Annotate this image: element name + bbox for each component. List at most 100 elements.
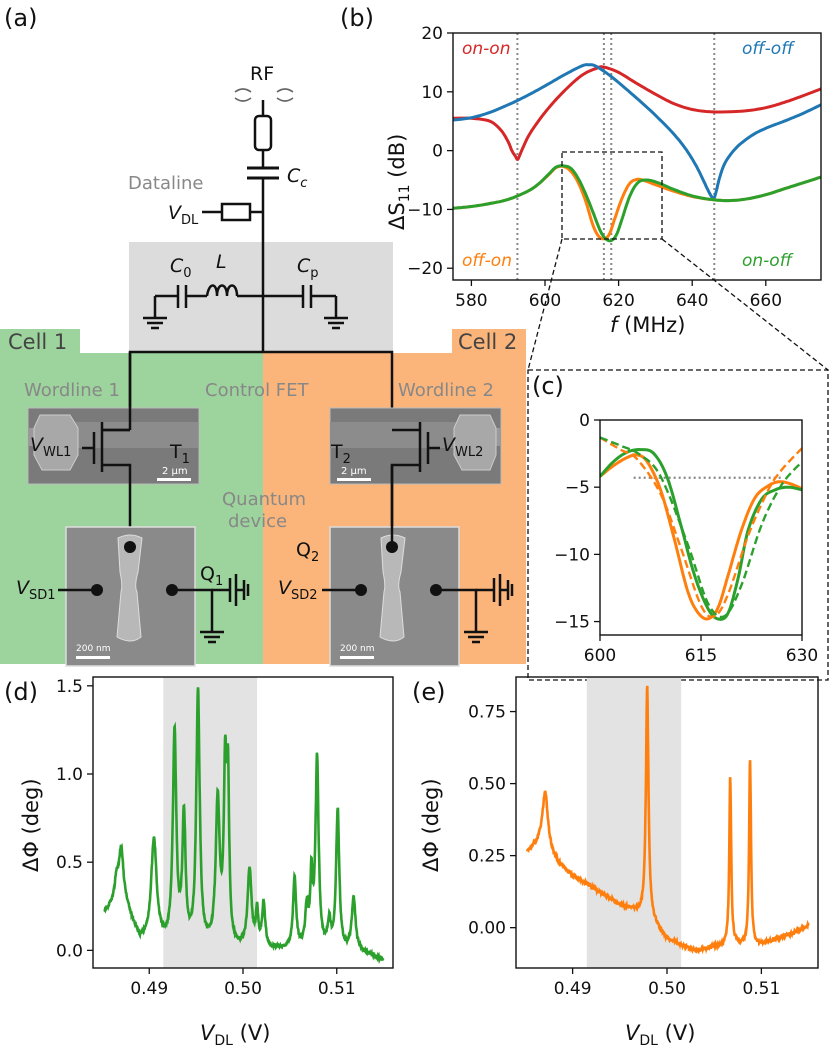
cell2-tab (452, 329, 526, 353)
vsd1-label: VSD1 (16, 577, 56, 603)
wordline2-label: Wordline 2 (398, 380, 494, 401)
dataline-label: Dataline (128, 173, 203, 194)
rf-arrows-icon (234, 88, 294, 102)
b-xtick-label: 660 (750, 291, 782, 311)
d-xtick-label: 0.50 (224, 979, 262, 999)
cp-label: Cp (297, 255, 319, 281)
c-xtick-label: 600 (584, 646, 616, 666)
panel-label-a: (a) (4, 4, 37, 32)
b-legend-off-on: off-on (462, 251, 512, 271)
c-series-on-off-fit (600, 436, 802, 619)
panel-b: (b) 580 600 620 640 660 20 10 0 −10 −20 on-on off… (340, 4, 822, 337)
wordline1-label: Wordline 1 (24, 380, 120, 401)
fet1-sem-image: 2 µm (27, 407, 200, 485)
b-zoom-box (561, 151, 663, 240)
e-ytick-label: 0.75 (468, 703, 506, 723)
d-series-cell1 (103, 687, 385, 965)
cell1-label: Cell 1 (8, 330, 67, 354)
c-ytick-label: 0 (579, 411, 590, 431)
e-shaded-region (586, 677, 682, 968)
qd2-scale-label: 200 nm (340, 644, 375, 654)
b-series-off-on (453, 164, 821, 241)
t2-label: T2 (330, 441, 351, 467)
dataline-resistor-icon (202, 202, 263, 222)
b-series-off-off (453, 63, 821, 200)
fet2-sem-image: 2 µm (329, 407, 502, 485)
fet1-symbol-icon (82, 352, 132, 545)
vdl-label: VDL (168, 202, 199, 228)
qd-wiring (58, 465, 514, 644)
fet1-scale-label: 2 µm (162, 466, 188, 477)
b-xlabel: f (MHz) (610, 313, 685, 337)
b-xtick-label: 620 (602, 291, 634, 311)
b-ytick-label: 10 (421, 83, 443, 103)
b-xtick-label: 640 (676, 291, 708, 311)
e-xtick-label: 0.49 (554, 979, 592, 999)
panel-label-e: (e) (412, 678, 446, 706)
b-legend-on-on: on-on (462, 39, 511, 59)
e-ytick-label: 0.00 (468, 919, 506, 939)
quantum-device-label: Quantum device (222, 489, 306, 532)
d-ytick-label: 1.5 (56, 677, 83, 697)
e-xtick-label: 0.50 (648, 979, 686, 999)
b-ylabel: ΔS11 (dB) (385, 134, 413, 230)
c-ytick-label: −15 (554, 613, 590, 633)
e-series-cell2 (526, 685, 810, 955)
qd-contacts (91, 541, 442, 596)
c0-label: C0 (170, 255, 192, 281)
b-legend-on-off: on-off (742, 251, 794, 271)
vwl2-label: VWL2 (442, 434, 483, 460)
t1-label: T1 (169, 441, 190, 467)
d-ytick-label: 0.0 (56, 941, 83, 961)
rf-label: RF (250, 63, 274, 85)
fet2-scale-label: 2 µm (341, 466, 367, 477)
circuit-panel: Cell 1 Cell 2 (a) RF Cc Dataline VDL (0, 4, 526, 667)
e-ylabel: ΔΦ (deg) (419, 778, 443, 872)
control-fet-label: Control FET (205, 380, 310, 401)
e-ytick-label: 0.25 (468, 847, 506, 867)
d-ylabel: ΔΦ (deg) (19, 778, 43, 872)
c-ytick-label: −5 (565, 478, 590, 498)
b-ytick-label: 0 (432, 142, 443, 162)
b-axes-frame (452, 32, 822, 281)
cc-label: Cc (287, 165, 307, 191)
q2-label: Q2 (296, 539, 319, 565)
cell2-label: Cell 2 (458, 330, 517, 354)
e-xlabel: VDL (V) (625, 1021, 695, 1049)
b-ytick-label: −10 (407, 200, 443, 220)
coupling-capacitor-icon (247, 166, 279, 180)
b-ytick-label: 20 (421, 24, 443, 44)
panel-label-d: (d) (4, 678, 38, 706)
d-xtick-label: 0.51 (318, 979, 356, 999)
c-ytick-label: −10 (554, 545, 590, 565)
cell1-tab (0, 329, 80, 353)
q1-label: Q1 (200, 563, 223, 589)
b-series-on-off (453, 164, 821, 243)
d-ytick-label: 0.5 (56, 853, 83, 873)
vsd2-label: VSD2 (278, 577, 318, 603)
e-ytick-label: 0.50 (468, 775, 506, 795)
d-shaded-region (163, 677, 258, 968)
d-xtick-label: 0.49 (130, 979, 168, 999)
c-series-off-on-fit (600, 436, 802, 619)
vwl1-label: VWL1 (30, 434, 71, 460)
e-xtick-label: 0.51 (742, 979, 780, 999)
b-legend-off-off: off-off (742, 39, 795, 59)
resonator-circuit (143, 284, 348, 330)
b-xtick-label: 600 (529, 291, 561, 311)
panel-label-b: (b) (340, 4, 374, 32)
b-ytick-label: −20 (407, 259, 443, 279)
b-xtick-label: 580 (455, 291, 487, 311)
d-xlabel: VDL (V) (200, 1021, 270, 1049)
panel-c: (c) 600 615 630 0 −5 −10 −15 (532, 372, 818, 666)
d-ytick-label: 1.0 (56, 765, 83, 785)
panel-d: (d) 0.49 0.50 0.51 0.0 0.5 1.0 1.5 VDL (V) ΔΦ … (4, 676, 394, 1049)
c-series-on-off (600, 447, 802, 621)
panel-label-c: (c) (532, 372, 564, 400)
c-xtick-label: 615 (685, 646, 717, 666)
qd1-scale-label: 200 nm (76, 644, 111, 654)
l-label: L (216, 251, 227, 273)
rf-connector-icon (253, 100, 273, 168)
panel-e: (e) 0.49 0.50 0.51 0.00 0.25 0.50 0.75 VDL (V)… (412, 676, 819, 1049)
